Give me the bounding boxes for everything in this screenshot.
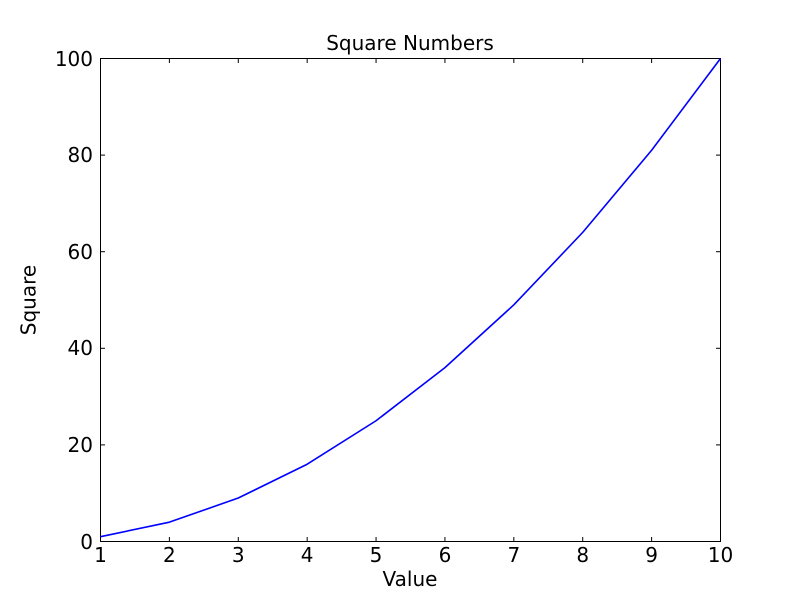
y-tick-label: 20: [67, 432, 93, 457]
x-tick-label: 3: [231, 543, 245, 567]
x-tick-label: 1: [94, 543, 107, 567]
x-tick-label: 9: [645, 543, 658, 567]
chart-title: Square Numbers: [326, 31, 494, 55]
x-tick-label: 5: [369, 543, 383, 567]
x-axis-label: Value: [382, 567, 438, 591]
y-tick-label: 100: [54, 46, 93, 71]
y-tick-label: 60: [67, 239, 93, 264]
x-tick-label: 2: [163, 543, 176, 567]
x-tick-label: 4: [300, 543, 314, 567]
x-tick-label: 10: [707, 543, 734, 567]
y-tick-label: 0: [80, 529, 93, 554]
axes-frame: [100, 58, 721, 542]
x-tick-label: 8: [576, 543, 590, 567]
y-tick-label: 40: [67, 336, 93, 361]
x-tick-label: 7: [507, 543, 521, 567]
y-axis-label: Square: [16, 264, 41, 336]
y-tick-label: 80: [67, 143, 93, 168]
x-tick-label: 6: [438, 543, 452, 567]
series-line-squares: [100, 58, 722, 538]
